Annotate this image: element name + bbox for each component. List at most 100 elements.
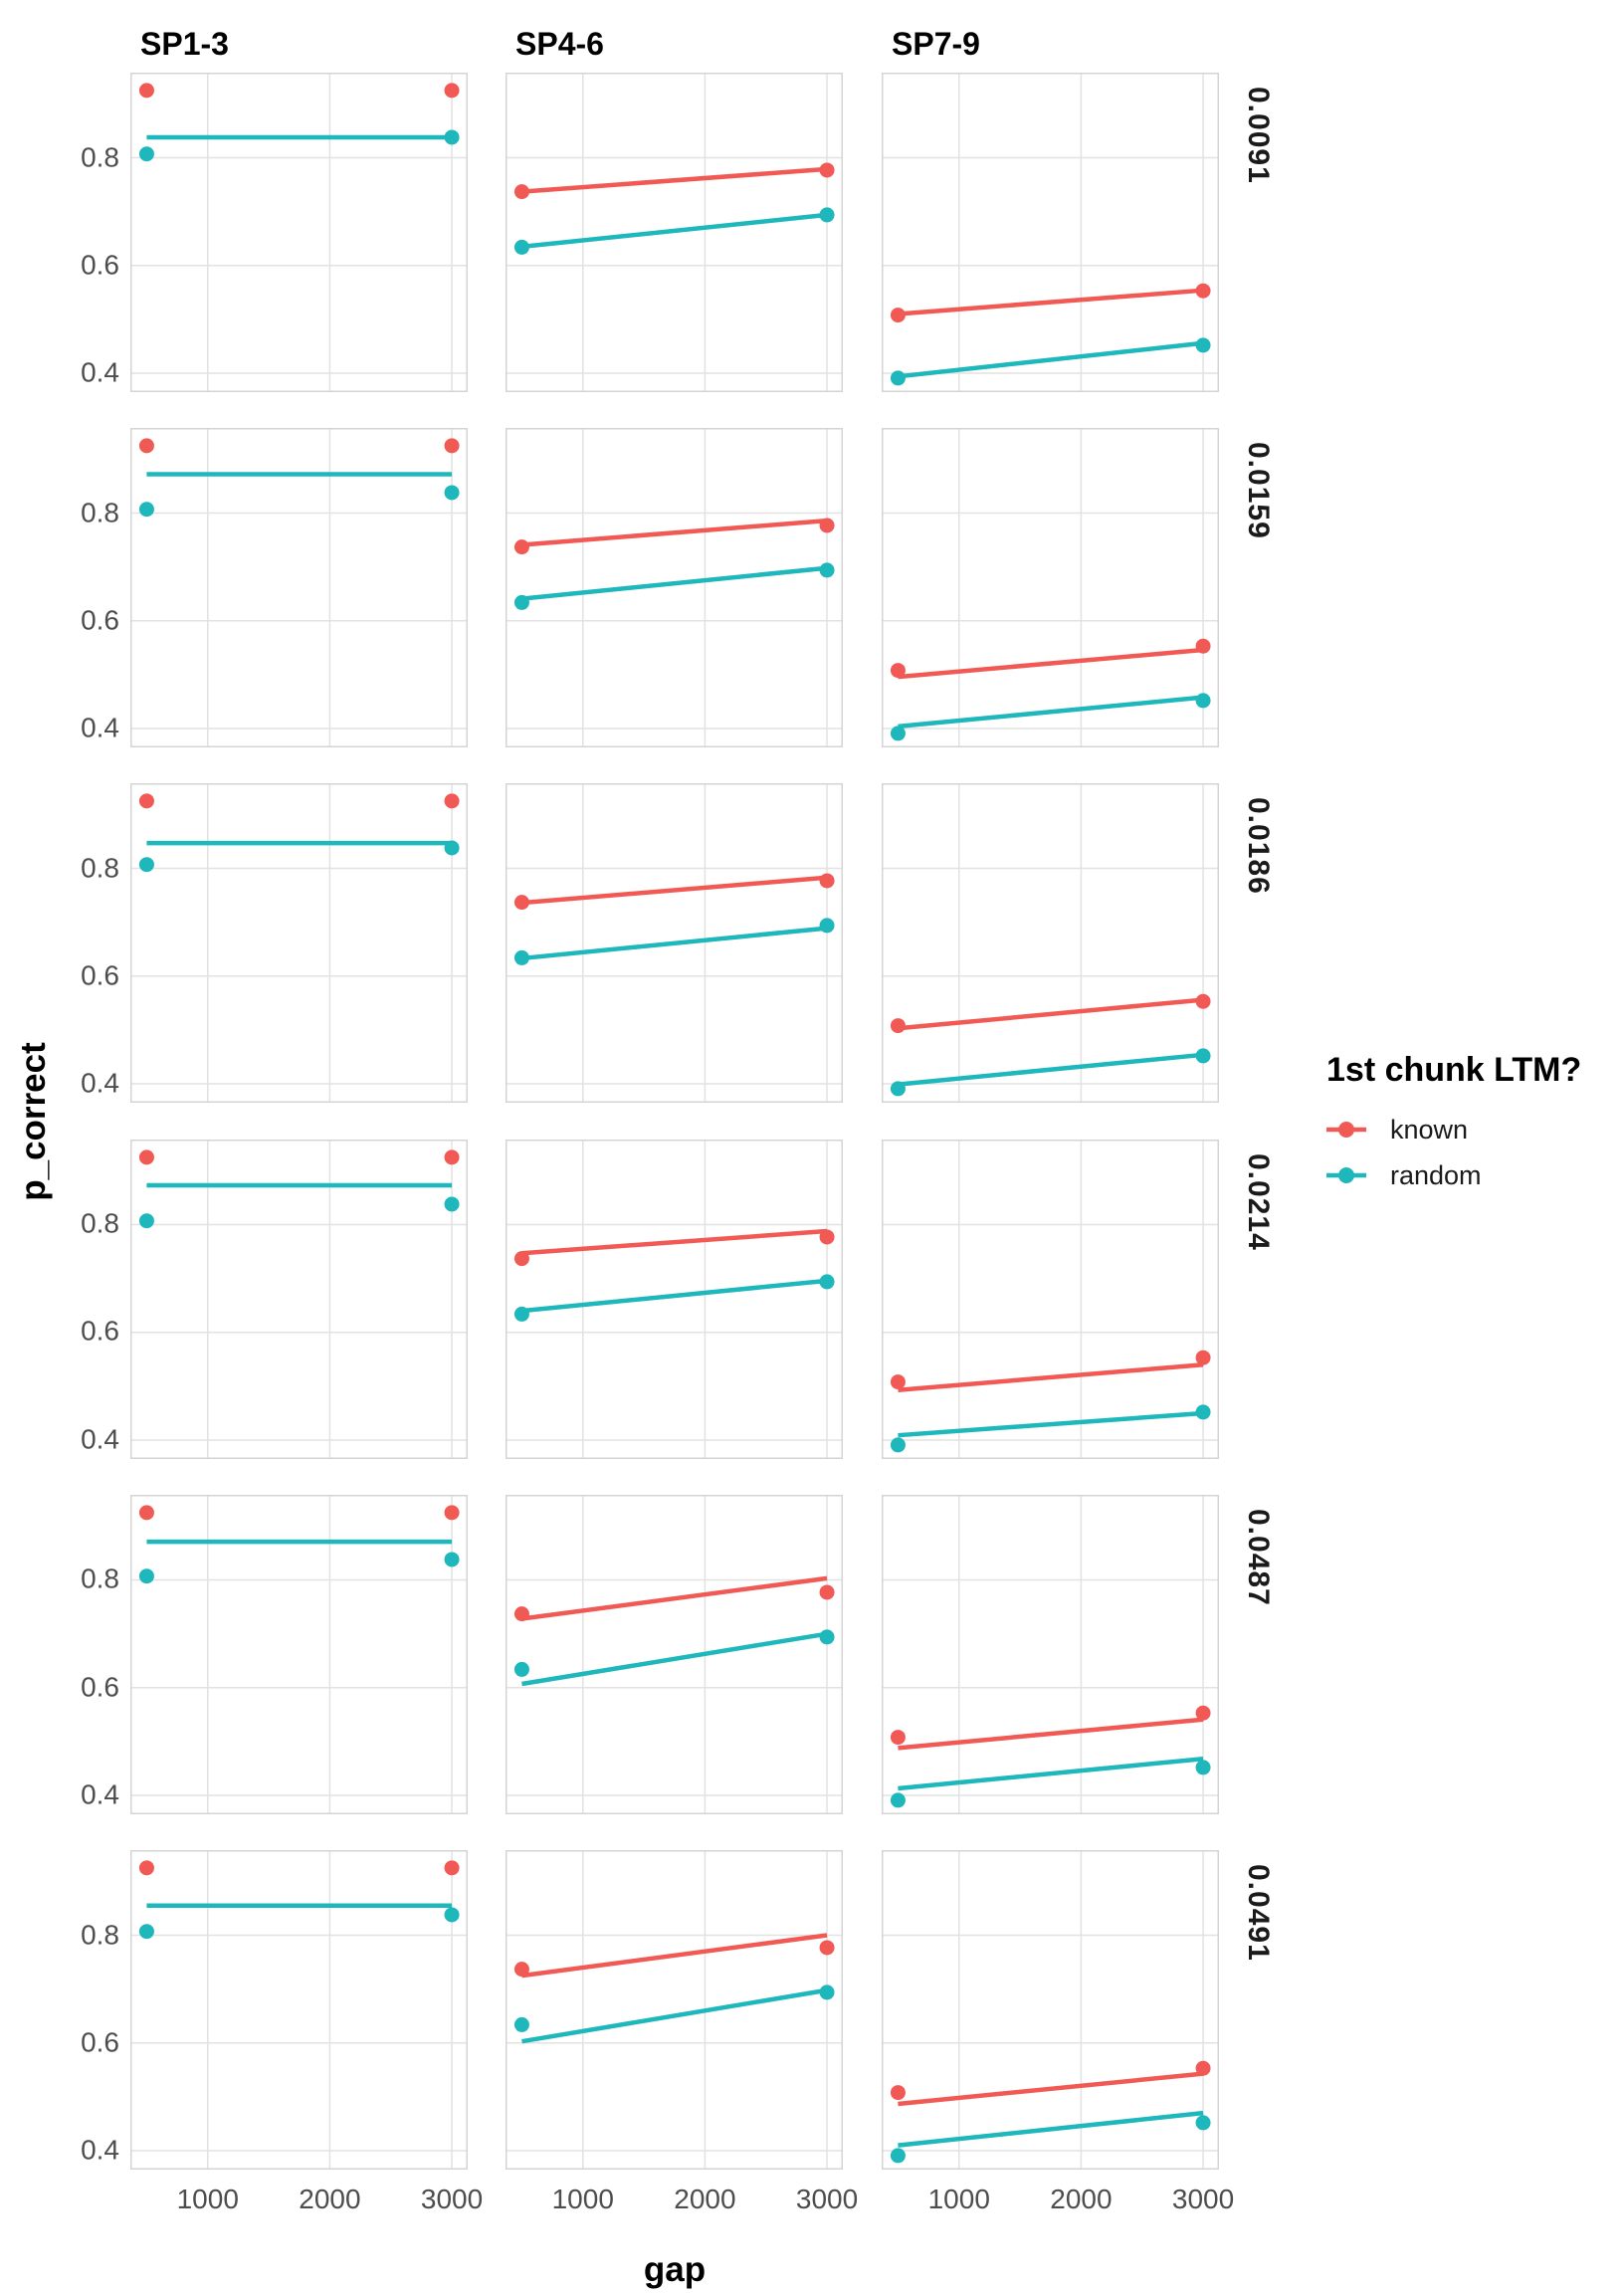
panel-border (130, 1139, 468, 1459)
panel-background (506, 1494, 843, 1814)
fit-line-random (521, 565, 828, 602)
facet-row-label-0.0091: 0.0091 (1242, 87, 1275, 184)
panel-border (882, 1494, 1219, 1814)
data-point-random (138, 1212, 154, 1228)
x-axis-tick-label: 1000 (551, 2184, 614, 2214)
data-point-known (890, 663, 906, 679)
data-point-known (513, 895, 529, 911)
facet-panel-SP7-9-row4 (882, 1139, 1219, 1459)
data-point-random (444, 1907, 460, 1923)
facet-panel-SP4-6-row3 (506, 783, 843, 1104)
y-axis-tick-label: 0.8 (81, 852, 119, 884)
panel-background (130, 73, 468, 392)
panel-background (882, 1139, 1219, 1459)
data-point-known (138, 83, 154, 99)
data-point-known (138, 438, 154, 454)
facet-row-label-0.0214: 0.0214 (1242, 1152, 1275, 1251)
panel-border (882, 1850, 1219, 2170)
y-axis-tick-label: 0.8 (81, 1918, 119, 1950)
data-point-known (1195, 283, 1211, 299)
panel-border (882, 1139, 1219, 1459)
legend-item-known: known (1326, 1110, 1581, 1149)
legend-items: known random (1326, 1110, 1581, 1195)
fit-line-known (898, 1361, 1204, 1392)
fit-line-known (521, 1933, 828, 1979)
data-point-known (138, 793, 154, 809)
legend-key-dot (1338, 1122, 1354, 1138)
data-point-random (1195, 1048, 1211, 1064)
facet-row-label-0.0186: 0.0186 (1242, 797, 1275, 896)
panel-background (130, 1850, 468, 2170)
panel-background (130, 1139, 468, 1459)
data-point-random (890, 370, 906, 386)
panel-border (506, 73, 843, 392)
data-point-random (819, 207, 835, 223)
data-point-random (1195, 693, 1211, 709)
y-axis-tick-label: 0.4 (81, 1423, 119, 1455)
data-point-random (513, 239, 529, 255)
panel-border (506, 1494, 843, 1814)
panel-border (882, 783, 1219, 1104)
data-point-random (890, 1437, 906, 1453)
x-axis-tick-label: 3000 (1171, 2184, 1235, 2214)
data-point-random (819, 918, 835, 934)
fit-line-known (898, 288, 1204, 316)
data-point-random (444, 129, 460, 145)
y-axis-tick-label: 0.6 (81, 959, 119, 991)
panel-background (506, 428, 843, 748)
facet-panel-SP1-3-row5 (130, 1494, 468, 1814)
data-point-random (444, 1552, 460, 1567)
y-axis-tick-label: 0.8 (81, 1563, 119, 1594)
data-point-random (444, 1196, 460, 1212)
fit-line-random (898, 2110, 1204, 2148)
data-point-random (890, 1792, 906, 1808)
fit-line-known (521, 875, 828, 906)
facet-panel-SP1-3-row6 (130, 1850, 468, 2170)
y-axis-tick-label: 0.4 (81, 1067, 119, 1099)
panel-background (130, 783, 468, 1104)
data-point-random (138, 857, 154, 873)
facet-panel-SP4-6-row5 (506, 1494, 843, 1814)
y-axis-tick-label: 0.8 (81, 140, 119, 172)
data-point-random (1195, 1403, 1211, 1419)
data-point-random (513, 2016, 529, 2032)
x-axis-tick-label: 2000 (1050, 2184, 1113, 2214)
panel-background (882, 73, 1219, 392)
fit-line-random (898, 340, 1204, 379)
fit-line-random (898, 695, 1204, 730)
fit-line-random (898, 1410, 1204, 1438)
x-axis-tick-label: 1000 (927, 2184, 990, 2214)
data-point-known (444, 438, 460, 454)
data-point-known (1195, 1705, 1211, 1721)
data-point-random (138, 502, 154, 518)
data-point-known (819, 1940, 835, 1956)
data-point-known (444, 1860, 460, 1876)
y-axis-tick-label: 0.4 (81, 356, 119, 388)
y-axis-tick-label: 0.6 (81, 2026, 119, 2058)
data-point-random (819, 1274, 835, 1290)
facet-panel-SP4-6-row1 (506, 73, 843, 392)
facet-panel-SP7-9-row5 (882, 1494, 1219, 1814)
y-axis-tick-label: 0.4 (81, 1778, 119, 1810)
panel-border (130, 428, 468, 748)
data-point-random (1195, 337, 1211, 353)
panel-background (882, 1850, 1219, 2170)
facet-row-label-0.0487: 0.0487 (1242, 1508, 1275, 1606)
data-point-random (1195, 1760, 1211, 1775)
y-axis-tick-label: 0.4 (81, 712, 119, 743)
data-point-known (819, 1584, 835, 1600)
data-point-known (513, 1962, 529, 1978)
legend-key-random-icon (1326, 1167, 1366, 1183)
data-point-random (890, 2148, 906, 2164)
y-axis-title: p_correct (14, 1042, 53, 1201)
facet-col-label-SP1-3: SP1-3 (140, 26, 229, 62)
data-point-known (513, 539, 529, 555)
data-point-known (819, 1229, 835, 1245)
facet-panel-SP7-9-row3 (882, 783, 1219, 1104)
y-axis-tick-label: 0.6 (81, 249, 119, 281)
fit-line-random (521, 1987, 828, 2044)
panel-border (130, 73, 468, 392)
legend-item-label: random (1390, 1159, 1482, 1190)
data-point-random (138, 1568, 154, 1584)
